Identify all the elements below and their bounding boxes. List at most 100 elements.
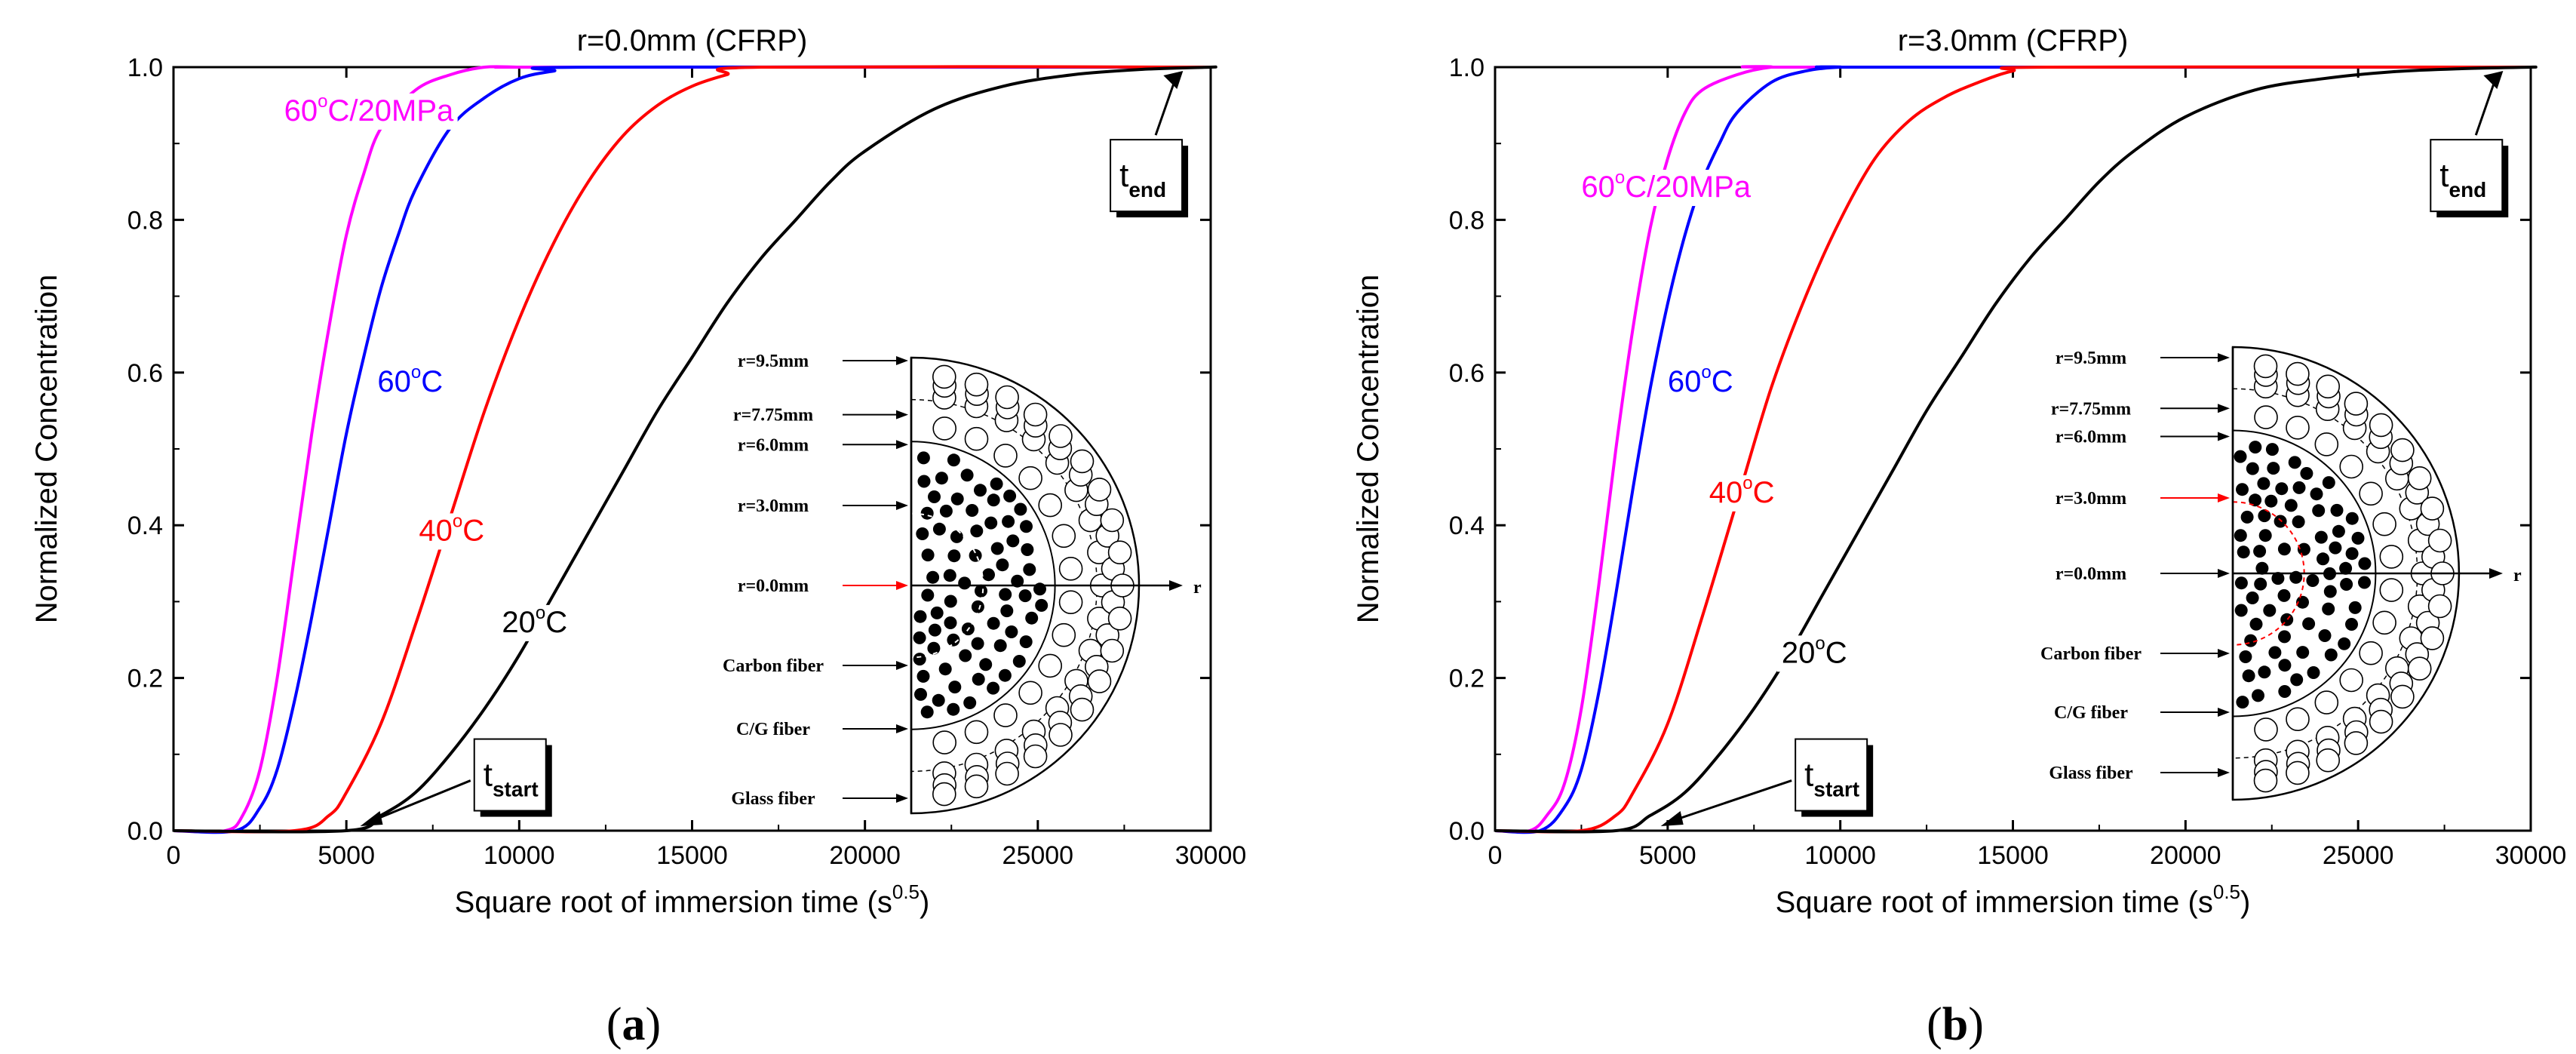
glass-fiber [2379,545,2404,569]
curve-label-unit: C [545,606,567,639]
x-axis-label: Square root of immersion time (s0.5) [455,880,930,919]
inset-label-arrowhead [896,501,908,510]
carbon-fiber [1035,598,1049,612]
carbon-fiber [2284,499,2298,512]
carbon-fiber [1021,543,1034,556]
carbon-fiber [996,558,1009,572]
curve-label-value: 60 [1581,171,1615,204]
t-end-annotation: tend [1110,71,1189,218]
t-end-annotation: tend [2430,71,2509,218]
inset-label: Carbon fiber [2040,644,2142,664]
carbon-fiber [928,490,941,503]
carbon-fiber [2252,689,2264,702]
inset-label: r=7.75mm [733,406,813,426]
series-line-1 [1494,65,2531,834]
glass-fiber [2314,690,2339,714]
carbon-fiber [2307,666,2320,679]
carbon-fiber [921,588,935,602]
t-end-arrowhead [1163,71,1184,90]
carbon-fiber [2234,450,2247,463]
carbon-fiber [2330,503,2344,517]
carbon-fiber [2239,650,2252,663]
glass-fiber [2369,413,2393,438]
glass-fiber [2359,641,2383,665]
carbon-fiber [921,549,935,562]
inset-label-arrowhead [896,356,908,365]
curve-label-value: 40 [419,514,453,547]
inset-label-arrowhead [2218,353,2230,362]
inset-label: Glass fiber [2049,764,2133,783]
glass-fiber [995,761,1019,786]
inset-label-arrowhead [896,724,908,733]
glass-fiber [995,385,1019,410]
x-tick-label: 0 [167,841,181,870]
glass-fiber [1070,697,1095,722]
glass-fiber [964,774,989,799]
x-tick-label: 30000 [1175,841,1247,870]
carbon-fiber [2271,572,2285,585]
degree-symbol: o [536,603,545,623]
inset-label-arrowhead [2218,649,2230,658]
t-start-label: tstart [1804,757,1859,801]
carbon-fiber [916,451,930,465]
curve-label-unit: C [1825,636,1847,669]
curve-label-unit: C/20MPa [1625,171,1751,204]
inset-label-arrowhead [2218,432,2230,441]
chart-title: r=3.0mm (CFRP) [1898,24,2129,57]
carbon-fiber [947,549,961,563]
carbon-fiber [2345,547,2359,561]
glass-fiber [2372,610,2396,635]
curve-label: 20oC [502,603,567,639]
carbon-fiber [999,588,1012,601]
t-start-box [1795,738,1868,812]
carbon-fiber [2249,441,2262,454]
curve-label: 60oC [377,362,443,398]
x-axis-label-sup: 0.5 [892,880,920,903]
curve-label: 60oC/20MPa [284,91,454,128]
glass-fiber [1023,402,1048,427]
x-tick-label: 10000 [1804,841,1876,870]
y-tick-label: 0.2 [127,665,163,693]
t-end-box [2430,139,2504,213]
carbon-fiber [932,522,946,536]
glass-fiber [1100,508,1125,533]
y-tick-label: 1.0 [127,54,163,82]
carbon-fiber [2348,601,2362,614]
x-tick-label: 10000 [484,841,555,870]
t-start-arrowhead [1660,811,1684,826]
t-start-annotation: tstart [360,738,552,826]
glass-fiber [1023,744,1048,769]
r-axis-label: r [1193,578,1202,598]
t-end-sub: end [1128,178,1166,201]
carbon-fiber [2246,592,2259,604]
carbon-fiber [2302,617,2316,631]
inset-label: r=3.0mm [2056,489,2126,509]
carbon-fiber [2253,545,2267,558]
t-start-arrow-line [1674,779,1792,822]
inset-label-arrowhead [896,440,908,450]
inset-label: C/G fiber [2054,703,2128,723]
carbon-fiber [1025,611,1039,625]
cross-section-inset: r r=9.5mm r=7.75mm r=6.0mm r=3.0mm r=0.0mm Car… [723,352,1202,815]
glass-fiber [932,364,956,389]
curve-label: 20oC [1782,633,1847,669]
curve-label-unit: C [421,365,443,398]
carbon-fiber [2338,637,2351,650]
carbon-fiber [2358,557,2372,570]
carbon-fiber [2318,629,2332,642]
inset-label-arrowhead [896,581,908,590]
carbon-fiber [2322,476,2335,490]
dashed-boundary-3-0 [910,512,984,659]
carbon-fiber [913,653,926,666]
carbon-fiber [2306,574,2320,587]
carbon-fiber [1011,574,1024,588]
carbon-fiber [916,669,930,683]
carbon-fiber [979,658,993,671]
carbon-fiber [2292,481,2306,494]
carbon-fiber [987,493,1000,507]
glass-fiber [1052,524,1076,549]
carbon-fiber [2263,604,2277,617]
x-tick-label: 0 [1488,841,1503,870]
t-end-arrow-line [2474,78,2497,136]
carbon-fiber [2278,630,2291,644]
